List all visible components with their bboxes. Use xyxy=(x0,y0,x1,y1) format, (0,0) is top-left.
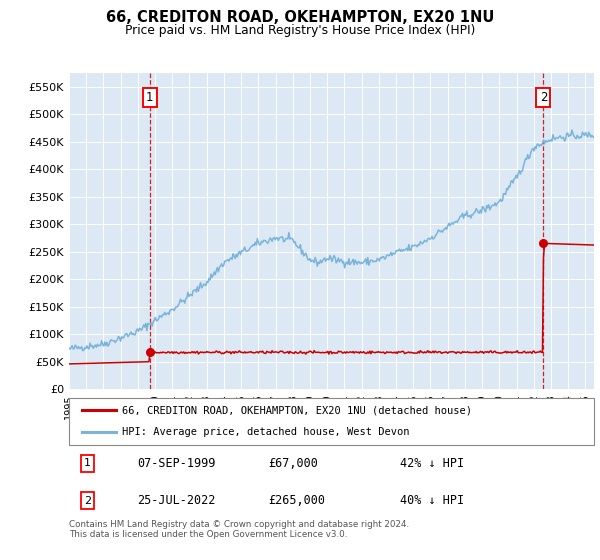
Text: 66, CREDITON ROAD, OKEHAMPTON, EX20 1NU (detached house): 66, CREDITON ROAD, OKEHAMPTON, EX20 1NU … xyxy=(121,405,472,416)
Text: HPI: Average price, detached house, West Devon: HPI: Average price, detached house, West… xyxy=(121,427,409,437)
Text: £67,000: £67,000 xyxy=(269,457,319,470)
Text: 07-SEP-1999: 07-SEP-1999 xyxy=(137,457,215,470)
Text: £265,000: £265,000 xyxy=(269,494,325,507)
Text: 40% ↓ HPI: 40% ↓ HPI xyxy=(400,494,464,507)
Text: 66, CREDITON ROAD, OKEHAMPTON, EX20 1NU: 66, CREDITON ROAD, OKEHAMPTON, EX20 1NU xyxy=(106,10,494,25)
Text: 2: 2 xyxy=(84,496,91,506)
FancyBboxPatch shape xyxy=(69,398,594,445)
Text: Contains HM Land Registry data © Crown copyright and database right 2024.
This d: Contains HM Land Registry data © Crown c… xyxy=(69,520,409,539)
Text: 25-JUL-2022: 25-JUL-2022 xyxy=(137,494,215,507)
Text: 1: 1 xyxy=(84,459,91,468)
Text: Price paid vs. HM Land Registry's House Price Index (HPI): Price paid vs. HM Land Registry's House … xyxy=(125,24,475,36)
Text: 42% ↓ HPI: 42% ↓ HPI xyxy=(400,457,464,470)
Text: 1: 1 xyxy=(146,91,154,104)
Text: 2: 2 xyxy=(539,91,547,104)
